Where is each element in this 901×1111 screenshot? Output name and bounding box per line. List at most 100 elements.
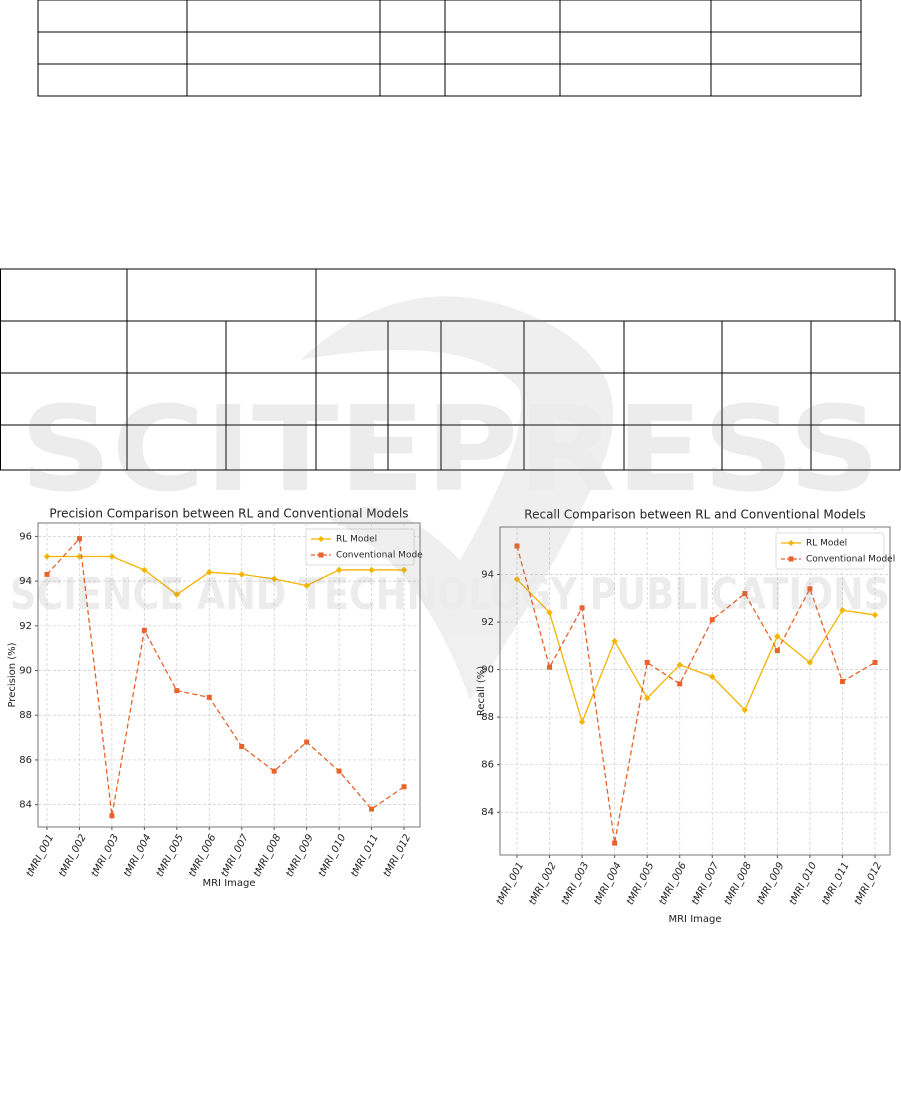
data-point bbox=[742, 591, 748, 597]
x-tick-label: tMRI_010 bbox=[788, 861, 820, 907]
x-tick-label: tMRI_003 bbox=[90, 833, 122, 879]
data-point bbox=[806, 659, 814, 666]
data-point bbox=[173, 591, 181, 598]
y-tick-label: 94 bbox=[19, 576, 32, 587]
x-tick-label: tMRI_009 bbox=[755, 861, 787, 907]
x-axis-label: MRI Image bbox=[668, 914, 721, 925]
y-tick-label: 90 bbox=[19, 666, 32, 677]
x-tick-label: tMRI_007 bbox=[219, 832, 251, 879]
legend-marker bbox=[318, 536, 324, 542]
data-point bbox=[807, 586, 813, 592]
data-point bbox=[839, 678, 845, 684]
y-tick-label: 90 bbox=[481, 665, 494, 676]
data-point bbox=[612, 840, 618, 846]
data-point bbox=[547, 664, 553, 670]
legend-label: Conventional Mode bbox=[336, 551, 423, 561]
x-tick-label: tMRI_008 bbox=[252, 833, 284, 879]
data-point bbox=[709, 673, 716, 680]
x-axis-label: MRI Image bbox=[202, 878, 255, 889]
data-point bbox=[774, 633, 781, 640]
y-tick-label: 92 bbox=[481, 617, 494, 628]
data-point bbox=[611, 637, 618, 645]
data-point bbox=[368, 566, 375, 574]
data-point bbox=[514, 543, 520, 549]
x-tick-label: tMRI_008 bbox=[723, 861, 755, 907]
x-tick-label: tMRI_001 bbox=[495, 861, 527, 907]
data-point bbox=[643, 694, 651, 702]
x-tick-label: tMRI_012 bbox=[853, 861, 885, 907]
table-1 bbox=[37, 0, 862, 97]
x-tick-label: tMRI_002 bbox=[527, 861, 559, 907]
x-tick-label: tMRI_012 bbox=[382, 833, 414, 879]
data-point bbox=[676, 661, 683, 669]
data-point bbox=[578, 718, 586, 726]
x-tick-label: tMRI_007 bbox=[690, 860, 722, 907]
x-tick-label: tMRI_005 bbox=[625, 861, 657, 907]
chart: Recall Comparison between RL and Convent… bbox=[476, 508, 895, 926]
plot-area bbox=[499, 526, 891, 856]
data-point bbox=[44, 571, 50, 577]
data-point bbox=[401, 784, 407, 790]
legend-label: RL Model bbox=[336, 535, 377, 545]
y-tick-label: 92 bbox=[19, 621, 32, 632]
x-tick-label: tMRI_003 bbox=[560, 861, 592, 907]
data-point bbox=[109, 813, 115, 819]
x-tick-label: tMRI_001 bbox=[25, 833, 57, 879]
y-tick-label: 86 bbox=[19, 755, 32, 766]
data-point bbox=[271, 768, 277, 774]
y-tick-label: 84 bbox=[19, 800, 32, 811]
x-tick-label: tMRI_004 bbox=[122, 833, 154, 879]
data-point bbox=[336, 768, 342, 774]
data-point bbox=[238, 571, 245, 578]
data-point bbox=[174, 688, 180, 694]
data-point bbox=[741, 706, 749, 714]
table-2 bbox=[0, 268, 901, 471]
legend-marker bbox=[788, 556, 794, 562]
data-point bbox=[369, 806, 375, 812]
data-point bbox=[513, 576, 521, 583]
series-line bbox=[516, 545, 876, 844]
y-tick-label: 86 bbox=[481, 760, 494, 771]
watermark-title: SCITEPRESS bbox=[20, 380, 880, 518]
y-axis-label: Precision (%) bbox=[7, 642, 18, 707]
x-tick-label: tMRI_002 bbox=[57, 833, 89, 879]
chart: Precision Comparison between RL and Conv… bbox=[7, 507, 423, 890]
x-tick-label: tMRI_010 bbox=[317, 833, 349, 879]
data-point bbox=[141, 566, 148, 574]
y-tick-label: 96 bbox=[19, 531, 32, 542]
legend-box bbox=[775, 532, 885, 570]
x-tick-label: tMRI_006 bbox=[657, 861, 689, 907]
data-point bbox=[400, 566, 408, 574]
x-tick-label: tMRI_005 bbox=[155, 833, 187, 879]
data-point bbox=[206, 694, 212, 700]
x-tick-label: tMRI_009 bbox=[284, 833, 316, 879]
y-tick-label: 88 bbox=[481, 712, 494, 723]
data-point bbox=[774, 648, 780, 654]
data-point bbox=[76, 536, 82, 542]
legend-label: Conventional Model bbox=[806, 555, 895, 565]
table-border bbox=[37, 0, 862, 97]
legend-box bbox=[305, 528, 415, 566]
data-point bbox=[108, 553, 116, 560]
y-tick-label: 88 bbox=[19, 710, 32, 721]
series-line bbox=[46, 537, 405, 816]
y-tick-label: 94 bbox=[481, 570, 494, 581]
x-tick-label: tMRI_004 bbox=[592, 861, 624, 907]
data-point bbox=[644, 659, 650, 665]
data-point bbox=[335, 566, 343, 574]
data-point bbox=[839, 606, 846, 614]
data-point bbox=[579, 605, 585, 611]
data-point bbox=[677, 681, 683, 687]
y-tick-label: 84 bbox=[481, 807, 494, 818]
legend-marker bbox=[788, 540, 794, 546]
x-tick-label: tMRI_011 bbox=[820, 861, 852, 907]
data-point bbox=[43, 553, 51, 560]
series-line bbox=[47, 555, 404, 596]
data-point bbox=[871, 611, 879, 619]
legend-label: RL Model bbox=[806, 539, 847, 549]
series-line bbox=[516, 578, 876, 724]
data-point bbox=[270, 575, 278, 583]
data-point bbox=[304, 739, 310, 745]
